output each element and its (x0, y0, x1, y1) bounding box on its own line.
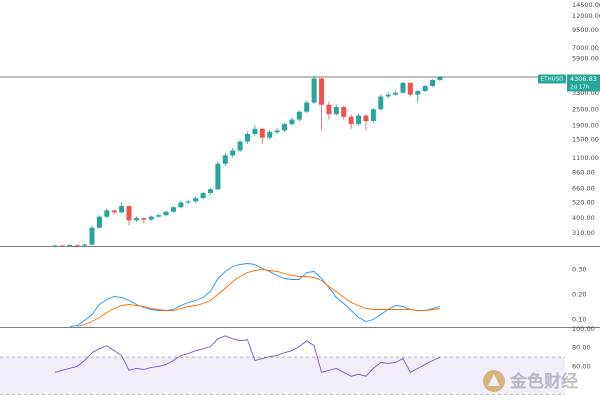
candle-body (119, 206, 125, 213)
candle-body (178, 202, 184, 208)
candle-body (215, 163, 221, 190)
candle-body (356, 115, 362, 125)
y-tick-label: 1900.00 (572, 122, 599, 130)
candle-body (259, 128, 265, 138)
candle-body (267, 132, 273, 138)
watermark: 金色财经 (483, 370, 578, 392)
y-tick-label: 0.10 (572, 316, 586, 324)
candle-body (326, 104, 332, 115)
watermark-text: 金色财经 (509, 371, 578, 392)
candle-body (163, 211, 169, 216)
candle-body (385, 94, 391, 97)
y-tick-label: 100.00 (572, 325, 595, 333)
y-tick-label: 860.00 (572, 169, 595, 177)
candle-body (133, 218, 139, 221)
candle-body (296, 111, 302, 120)
candle-body (407, 82, 413, 95)
candle-body (111, 210, 117, 213)
candle-body (289, 119, 295, 125)
y-tick-label: 660.00 (572, 184, 595, 192)
candle-body (393, 92, 399, 95)
candle-body (148, 216, 154, 220)
y-tick-label: 12000.00 (572, 12, 600, 20)
y-tick-label: 9500.00 (572, 26, 599, 34)
candle-body (74, 245, 80, 246)
candle-body (207, 189, 213, 194)
candle-body (156, 215, 162, 217)
y-tick-label: 2500.00 (572, 105, 599, 113)
y-tick-label: 0.30 (572, 266, 586, 274)
candle-body (437, 76, 443, 80)
candle-body (348, 116, 354, 125)
candle-body (363, 115, 369, 122)
candle-body (67, 245, 73, 246)
candle-body (141, 218, 147, 220)
candle-body (274, 130, 280, 133)
watermark-logo-mark (488, 374, 500, 386)
y-tick-label: 14500.00 (572, 1, 600, 9)
indicator-line (77, 269, 441, 327)
candle-body (200, 193, 206, 199)
symbol-label: ETHUSD (541, 76, 564, 82)
symbol-tag (538, 74, 566, 84)
y-tick-label: 1100.00 (572, 154, 599, 162)
candle-body (378, 96, 384, 110)
candle-body (193, 198, 199, 202)
candle-body (104, 210, 110, 217)
candle-body (341, 106, 347, 117)
candle-body (52, 245, 58, 247)
candle-body (319, 78, 325, 105)
y-tick-label: 310.00 (572, 229, 595, 237)
y-tick-label: 5900.00 (572, 54, 599, 62)
candle-body (237, 141, 243, 151)
candle-body (170, 207, 176, 212)
candle-body (185, 201, 191, 203)
y-tick-label: 0.20 (572, 291, 586, 299)
indicator-line (54, 335, 441, 377)
indicator-line (69, 263, 441, 327)
candle-body (311, 78, 317, 103)
candle-body (59, 245, 65, 247)
candle-body (415, 91, 421, 95)
countdown-label: 2d 17h (570, 84, 590, 90)
y-tick-label: 3300.00 (572, 89, 599, 97)
candle-body (252, 128, 258, 134)
candle-body (230, 150, 236, 156)
candle-body (82, 244, 88, 246)
candle-body (370, 109, 376, 122)
candle-body (282, 124, 288, 131)
candle-body (333, 106, 339, 115)
candle-body (304, 102, 310, 112)
candle-body (96, 216, 102, 228)
price-label: 4306.83 (570, 75, 597, 83)
candle-body (89, 227, 95, 245)
y-tick-label: 7000.00 (572, 44, 599, 52)
y-tick-label: 1500.00 (572, 136, 599, 144)
y-tick-label: 80.00 (572, 344, 591, 352)
band-fill (0, 357, 565, 395)
y-tick-label: 400.00 (572, 214, 595, 222)
candle-body (430, 79, 436, 87)
candle-body (400, 82, 406, 93)
candle-body (222, 155, 228, 164)
candle-body (245, 133, 250, 142)
y-tick-label: 520.00 (572, 199, 595, 207)
candle-body (422, 86, 428, 92)
y-tick-label: 60.00 (572, 362, 591, 370)
price-tag (567, 74, 600, 92)
candle-body (126, 206, 132, 221)
